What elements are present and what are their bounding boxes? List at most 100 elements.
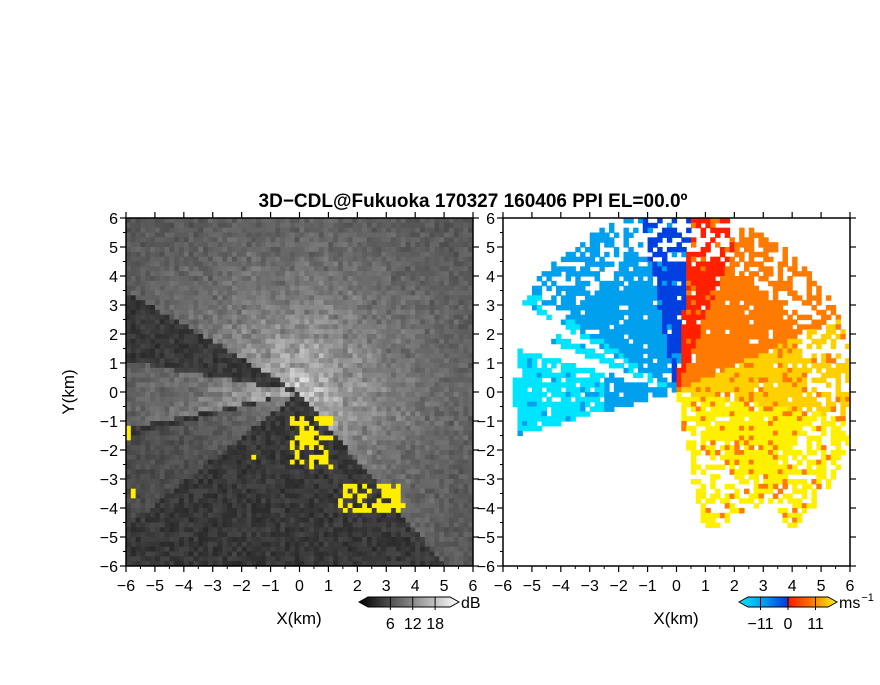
reflectivity-cell xyxy=(328,498,334,504)
reflectivity-cell xyxy=(338,421,344,427)
reflectivity-cell xyxy=(376,411,383,417)
reflectivity-cell xyxy=(289,334,296,340)
reflectivity-cell xyxy=(309,367,315,374)
reflectivity-cell xyxy=(309,305,315,311)
reflectivity-cell xyxy=(323,416,330,422)
reflectivity-cell xyxy=(275,401,281,408)
reflectivity-cell xyxy=(275,367,281,374)
reflectivity-cell xyxy=(126,392,132,398)
reflectivity-cell xyxy=(342,295,349,301)
reflectivity-cell xyxy=(256,266,262,272)
reflectivity-cell xyxy=(333,517,339,524)
reflectivity-cell xyxy=(371,483,378,490)
reflectivity-cell xyxy=(323,440,330,446)
reflectivity-cell xyxy=(347,334,354,340)
reflectivity-cell xyxy=(251,445,257,451)
reflectivity-cell xyxy=(193,363,199,369)
reflectivity-cell xyxy=(212,421,219,427)
reflectivity-cell xyxy=(241,314,248,321)
reflectivity-cell xyxy=(164,222,170,229)
reflectivity-cell xyxy=(381,280,387,287)
reflectivity-cell xyxy=(386,251,392,258)
reflectivity-cell xyxy=(405,440,411,446)
reflectivity-cell xyxy=(448,319,455,325)
reflectivity-cell xyxy=(217,242,223,248)
reflectivity-cell xyxy=(227,483,233,490)
reflectivity-cell xyxy=(227,256,233,263)
reflectivity-cell xyxy=(362,474,368,480)
reflectivity-cell xyxy=(251,450,257,456)
reflectivity-cell xyxy=(453,247,460,253)
reflectivity-cell xyxy=(434,479,440,485)
reflectivity-cell xyxy=(304,435,310,441)
reflectivity-cell xyxy=(323,421,330,427)
reflectivity-cell xyxy=(203,401,209,408)
reflectivity-cell xyxy=(203,295,209,301)
reflectivity-cell xyxy=(410,454,416,461)
reflectivity-cell xyxy=(410,251,416,258)
reflectivity-cell xyxy=(371,295,378,301)
reflectivity-cell xyxy=(241,324,248,330)
reflectivity-cell xyxy=(183,401,190,408)
reflectivity-cell xyxy=(371,425,378,432)
reflectivity-cell xyxy=(203,237,209,243)
reflectivity-cell xyxy=(424,488,431,495)
reflectivity-cell xyxy=(362,401,368,408)
reflectivity-cell xyxy=(130,382,137,388)
reflectivity-cell xyxy=(376,454,383,461)
reflectivity-cell xyxy=(140,300,146,306)
reflectivity-cell xyxy=(313,295,320,301)
reflectivity-cell xyxy=(318,498,325,504)
reflectivity-cell xyxy=(193,522,199,528)
reflectivity-cell xyxy=(386,367,392,374)
reflectivity-cell xyxy=(395,396,402,403)
reflectivity-cell xyxy=(145,324,151,330)
reflectivity-cell xyxy=(299,358,305,364)
reflectivity-cell xyxy=(251,314,257,321)
reflectivity-cell xyxy=(265,464,272,470)
reflectivity-cell xyxy=(352,537,358,543)
reflectivity-cell xyxy=(376,435,383,441)
reflectivity-cell xyxy=(285,295,291,301)
reflectivity-cell xyxy=(251,276,257,282)
reflectivity-cell xyxy=(135,430,142,437)
reflectivity-cell xyxy=(159,305,166,311)
reflectivity-cell xyxy=(313,363,320,369)
reflectivity-cell xyxy=(126,309,132,316)
reflectivity-cell xyxy=(164,522,170,528)
reflectivity-cell xyxy=(236,387,243,393)
reflectivity-cell xyxy=(357,261,363,267)
reflectivity-cell xyxy=(323,280,330,287)
reflectivity-cell xyxy=(207,266,214,272)
reflectivity-cell xyxy=(265,483,272,490)
reflectivity-cell xyxy=(126,343,132,350)
reflectivity-cell xyxy=(366,406,373,412)
reflectivity-cell xyxy=(246,218,252,224)
reflectivity-cell xyxy=(429,483,436,490)
reflectivity-cell xyxy=(212,517,219,524)
reflectivity-cell xyxy=(285,493,291,499)
reflectivity-cell xyxy=(222,222,228,229)
reflectivity-cell xyxy=(207,261,214,267)
reflectivity-cell xyxy=(429,353,436,359)
reflectivity-cell xyxy=(328,416,334,422)
reflectivity-cell xyxy=(256,537,262,543)
reflectivity-cell xyxy=(424,218,431,224)
reflectivity-cell xyxy=(405,247,411,253)
reflectivity-cell xyxy=(366,305,373,311)
reflectivity-cell xyxy=(222,382,228,388)
reflectivity-cell xyxy=(188,445,195,451)
reflectivity-cell xyxy=(256,498,262,504)
reflectivity-cell xyxy=(188,396,195,403)
reflectivity-cell xyxy=(140,305,146,311)
reflectivity-cell xyxy=(439,256,445,263)
reflectivity-cell xyxy=(415,503,421,509)
reflectivity-cell xyxy=(468,256,473,263)
reflectivity-cell xyxy=(328,237,334,243)
reflectivity-cell xyxy=(188,541,195,548)
reflectivity-cell xyxy=(309,276,315,282)
reflectivity-cell xyxy=(164,488,170,495)
reflectivity-cell xyxy=(154,387,161,393)
reflectivity-cell xyxy=(448,343,455,350)
reflectivity-cell xyxy=(371,421,378,427)
